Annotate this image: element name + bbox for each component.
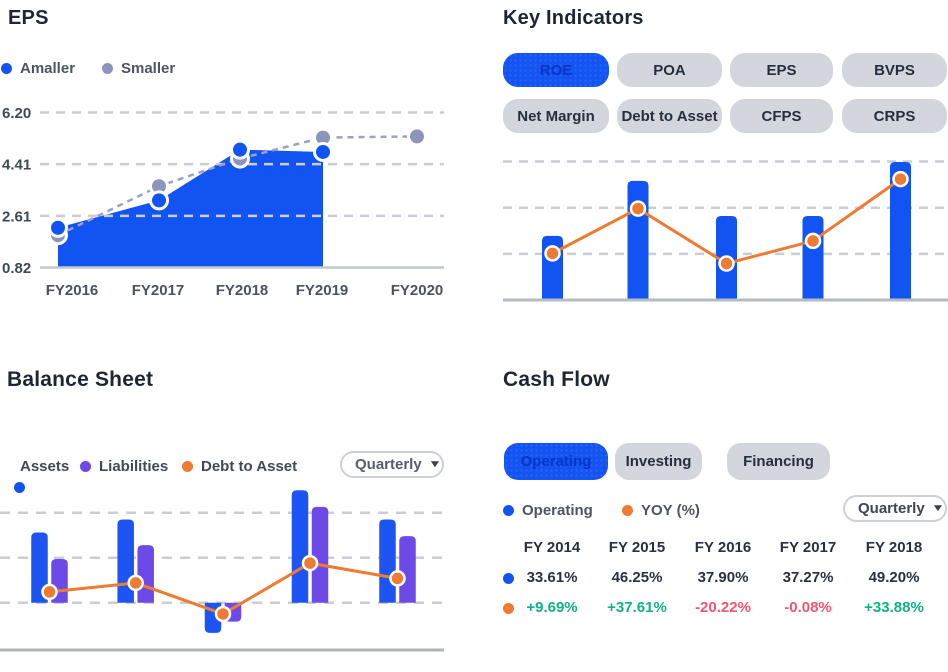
- table-value-cell: -20.22%: [695, 599, 751, 616]
- svg-text:6.20: 6.20: [2, 105, 31, 122]
- button-label: ROE: [539, 61, 573, 79]
- legend-label: Debt to Asset: [201, 458, 298, 475]
- table-value-cell: 46.25%: [611, 569, 663, 586]
- legend-item-liabilities[interactable]: Liabilities: [80, 458, 168, 475]
- legend-label: Liabilities: [99, 458, 169, 475]
- table-header-cell: FY 2015: [608, 539, 666, 556]
- table-header-cell: FY 2017: [779, 539, 837, 556]
- svg-text:FY2017: FY2017: [132, 282, 185, 299]
- legend-dot-liabilities: [80, 461, 91, 472]
- legend-label: Assets: [20, 458, 70, 475]
- legend-label: Amaller: [20, 60, 76, 77]
- row-dot-yoy: [503, 602, 514, 614]
- indicator-button-net-margin[interactable]: Net Margin: [503, 99, 609, 133]
- svg-text:2.61: 2.61: [2, 208, 31, 225]
- chevron-down-icon: ▼: [930, 503, 945, 514]
- quarterly-dropdown-balance-sheet[interactable]: Quarterly ▼: [340, 451, 444, 478]
- indicator-button-poa[interactable]: POA: [617, 53, 722, 87]
- svg-text:4.41: 4.41: [2, 157, 31, 174]
- tab-operating[interactable]: Operating: [504, 443, 608, 480]
- tab-financing[interactable]: Financing: [727, 443, 830, 480]
- tab-label: Financing: [743, 453, 814, 470]
- legend-dot-debt-to-asset: [182, 461, 193, 472]
- legend-item-amaller[interactable]: Amaller: [1, 60, 75, 77]
- quarterly-dropdown-cash-flow[interactable]: Quarterly ▼: [843, 495, 947, 522]
- indicator-button-cfps[interactable]: CFPS: [730, 99, 833, 133]
- button-label: Net Margin: [517, 107, 595, 125]
- table-header-cell: FY 2018: [865, 539, 923, 556]
- key-indicators-title: Key Indicators: [503, 7, 644, 29]
- svg-text:FY2018: FY2018: [216, 282, 269, 299]
- table-value-cell: +33.88%: [864, 599, 924, 616]
- legend-item-yoy[interactable]: YOY (%): [622, 502, 700, 519]
- svg-text:0.82: 0.82: [2, 260, 31, 277]
- legend-dot-assets: [14, 482, 25, 493]
- legend-dot-operating: [503, 505, 514, 516]
- legend-label: Operating: [522, 502, 593, 519]
- legend-dot-amaller: [1, 63, 12, 74]
- legend-label: Smaller: [121, 60, 176, 77]
- chevron-down-icon: ▼: [427, 459, 442, 470]
- dropdown-label: Quarterly: [858, 500, 925, 517]
- balance-sheet-title: Balance Sheet: [7, 368, 154, 391]
- legend-item-smaller[interactable]: Smaller: [102, 60, 175, 77]
- svg-text:FY2016: FY2016: [46, 282, 99, 299]
- table-header-cell: FY 2016: [694, 539, 752, 556]
- table-value-cell: 33.61%: [526, 569, 578, 586]
- button-label: EPS: [766, 61, 797, 79]
- legend-label: YOY (%): [641, 502, 700, 519]
- legend-item-debt-to-asset[interactable]: Debt to Asset: [182, 458, 297, 475]
- table-value-cell: 37.90%: [697, 569, 749, 586]
- button-label: Debt to Asset: [621, 107, 718, 125]
- button-label: CRPS: [873, 107, 916, 125]
- legend-dot-smaller: [102, 63, 113, 74]
- tab-investing[interactable]: Investing: [615, 443, 702, 480]
- eps-chart: 6.20 4.41 2.61 0.82 FY2016 FY2017 FY2018 FY2019…: [2, 105, 444, 299]
- eps-title: EPS: [8, 7, 49, 29]
- svg-text:FY2019: FY2019: [296, 282, 349, 299]
- legend-item-assets[interactable]: Assets: [20, 458, 69, 475]
- row-dot-operating: [503, 572, 514, 584]
- legend-item-operating[interactable]: Operating: [503, 502, 593, 519]
- button-label: CFPS: [761, 107, 802, 125]
- button-label: BVPS: [874, 61, 915, 79]
- table-value-cell: -0.08%: [784, 599, 832, 616]
- cash-flow-title: Cash Flow: [503, 368, 610, 391]
- key-indicators-chart: [503, 160, 948, 302]
- legend-dot-yoy: [622, 505, 633, 516]
- button-label: POA: [653, 61, 686, 79]
- indicator-button-roe[interactable]: ROE: [503, 53, 609, 87]
- dropdown-label: Quarterly: [355, 456, 422, 473]
- balance-sheet-chart: [0, 490, 444, 652]
- tab-label: Investing: [625, 453, 692, 470]
- indicator-button-crps[interactable]: CRPS: [842, 99, 947, 133]
- table-value-cell: 37.27%: [782, 569, 834, 586]
- table-value-cell: +9.69%: [526, 599, 578, 616]
- table-value-cell: +37.61%: [607, 599, 667, 616]
- indicator-button-bvps[interactable]: BVPS: [842, 53, 947, 87]
- indicator-button-eps[interactable]: EPS: [730, 53, 833, 87]
- table-value-cell: 49.20%: [868, 569, 920, 586]
- svg-text:FY2020: FY2020: [391, 282, 444, 299]
- tab-label: Operating: [520, 453, 592, 470]
- indicator-button-debt-to-asset[interactable]: Debt to Asset: [617, 99, 722, 133]
- table-header-cell: FY 2014: [523, 539, 581, 556]
